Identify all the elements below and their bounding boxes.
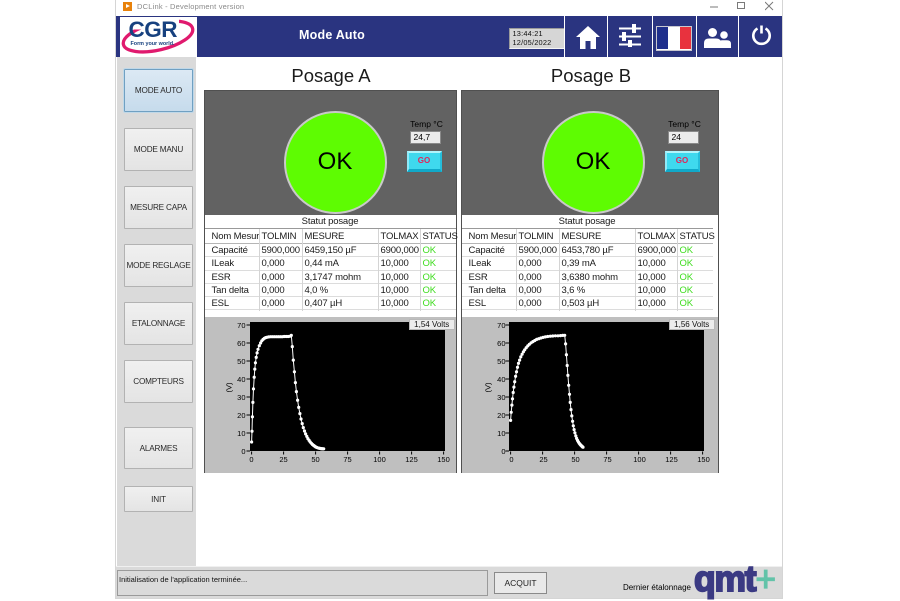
svg-text:CGR: CGR xyxy=(129,17,178,42)
svg-text:Form your world.: Form your world. xyxy=(131,41,176,47)
